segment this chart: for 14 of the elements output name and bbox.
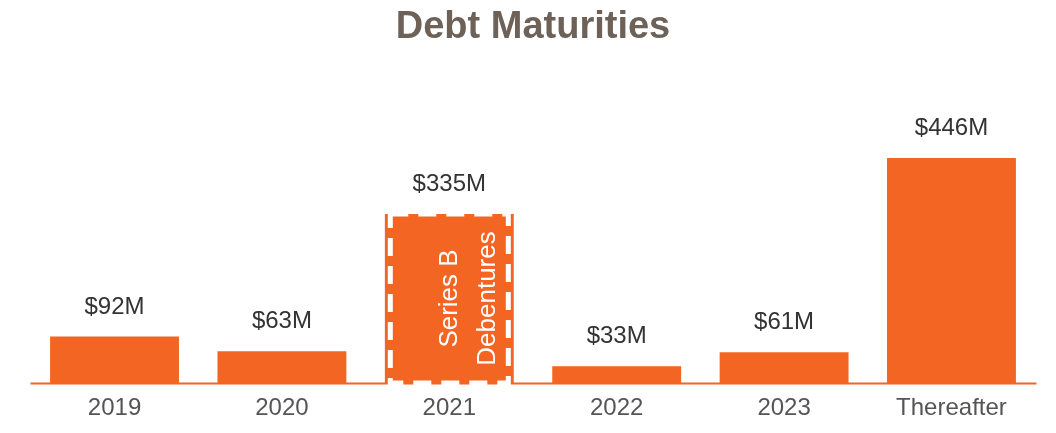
x-tick-label: 2021: [422, 392, 476, 420]
data-label: $335M: [412, 169, 486, 196]
x-tick-label: 2020: [255, 392, 309, 420]
chart-title: Debt Maturities: [395, 4, 671, 46]
data-label: $63M: [251, 306, 312, 334]
x-tick-label: 2019: [87, 392, 142, 420]
x-tick-label: 2023: [757, 392, 811, 420]
x-tick-label: 2022: [590, 392, 644, 420]
data-label: $33M: [586, 321, 647, 349]
data-label: $446M: [914, 113, 989, 140]
x-tick-label: Thereafter: [896, 392, 1007, 420]
annotation: Series B Debentures: [433, 231, 502, 366]
data-label: $61M: [754, 307, 815, 335]
data-label: $92M: [84, 291, 145, 319]
